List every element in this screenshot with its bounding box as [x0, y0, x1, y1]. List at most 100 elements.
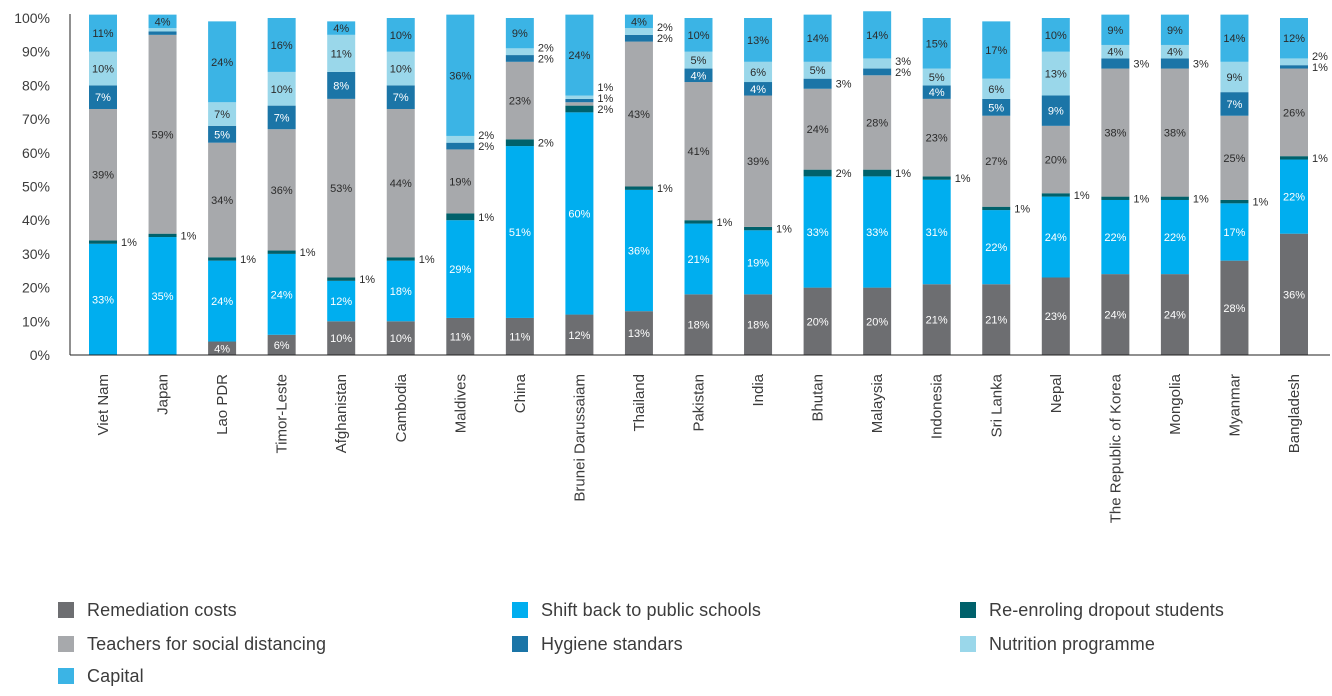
legend-label: Remediation costs [87, 599, 237, 620]
data-label: 3% [836, 79, 852, 91]
data-label: 5% [214, 129, 230, 141]
data-label: 1% [955, 173, 971, 185]
bar-segment-capital [446, 14, 475, 136]
data-label: 20% [866, 316, 888, 328]
legend-item-nutrition-programme: Nutrition programme [960, 630, 1155, 658]
bar-segment-nutrition-programme [327, 34, 356, 72]
bar-segment-shift-back-to-public-schools [446, 220, 475, 318]
data-label: 6% [988, 84, 1004, 96]
bar-segment-remediation-costs [1041, 277, 1070, 355]
legend-label: Shift back to public schools [541, 599, 761, 620]
data-label: 24% [807, 124, 829, 136]
bar-segment-nutrition-programme [1101, 44, 1130, 59]
bar-segment-shift-back-to-public-schools [803, 176, 832, 288]
bar-segment-capital [1160, 14, 1189, 45]
bar-segment-re-enroling-dropout-students [982, 206, 1011, 211]
bar-segment-teachers-for-social-distancing [446, 149, 475, 214]
data-label: 21% [687, 254, 709, 266]
data-label: 21% [985, 315, 1007, 327]
data-label: 9% [1107, 25, 1123, 37]
data-label: 4% [691, 70, 707, 82]
y-tick-label: 80% [22, 77, 50, 93]
data-label: 38% [1164, 128, 1186, 140]
bar-segment-capital [803, 14, 832, 62]
bar-segment-remediation-costs [684, 294, 713, 355]
x-tick-label: Japan [155, 374, 172, 415]
x-tick-label: Afghanistan [333, 374, 350, 453]
data-label: 7% [393, 92, 409, 104]
bar-segment-hygiene-standars [1160, 58, 1189, 69]
x-tick-label: Myanmar [1226, 374, 1243, 437]
bar-segment-teachers-for-social-distancing [922, 98, 951, 177]
bar-segment-teachers-for-social-distancing [1041, 125, 1070, 194]
data-label: 8% [333, 80, 349, 92]
data-label: 10% [390, 333, 412, 345]
data-label: 12% [568, 330, 590, 342]
data-label: 1% [478, 212, 494, 224]
y-tick-label: 70% [22, 111, 50, 127]
bar-segment-re-enroling-dropout-students [1280, 156, 1308, 160]
x-tick-label: Maldives [452, 374, 469, 433]
data-label: 24% [1104, 310, 1126, 322]
x-tick-label: Cambodia [393, 373, 410, 442]
data-label: 4% [929, 87, 945, 99]
data-label: 19% [449, 176, 471, 188]
bar-segment-nutrition-programme [863, 58, 892, 69]
data-label: 7% [1226, 99, 1242, 111]
data-label: 4% [1107, 47, 1123, 59]
data-label: 21% [926, 315, 948, 327]
bar-segment-hygiene-standars [922, 85, 951, 99]
stacked-bar-chart: 0% 10% 20% 30% 40% 50% 60% 70% 80% 90% 100% 33% 39%… [14, 10, 1330, 523]
legend-swatch [512, 602, 528, 618]
data-label: 44% [390, 178, 412, 190]
y-tick-label: 0% [30, 347, 50, 363]
data-label: 3% [1133, 58, 1149, 70]
data-label: 4% [214, 343, 230, 355]
data-label: 1% [181, 230, 197, 242]
x-tick-label: Viet Nam [95, 374, 112, 435]
bar-segment-teachers-for-social-distancing [1101, 68, 1130, 197]
bar-segment-shift-back-to-public-schools [684, 223, 713, 295]
bar-segment-remediation-costs [446, 317, 475, 355]
legend-swatch [58, 636, 74, 652]
x-tick-label: Sri Lanka [988, 373, 1005, 437]
data-label: 4% [1167, 47, 1183, 59]
data-label: 1% [597, 82, 613, 94]
bar-segment-capital [684, 18, 713, 52]
x-tick-label: Indonesia [929, 373, 946, 439]
legend-label: Nutrition programme [989, 633, 1155, 654]
data-label: 24% [211, 296, 233, 308]
data-label: 17% [1223, 227, 1245, 239]
bar-segment-remediation-costs [744, 294, 773, 355]
x-tick-label: Malaysia [869, 373, 886, 433]
legend-item-hygiene-standars: Hygiene standars [512, 630, 683, 658]
bar-segment-shift-back-to-public-schools [1280, 159, 1308, 234]
bar-segment-re-enroling-dropout-students [803, 169, 832, 177]
bar-segment-capital [863, 11, 892, 59]
data-label: 10% [390, 64, 412, 76]
bar-segment-capital [624, 14, 653, 29]
bar-segment-teachers-for-social-distancing [505, 61, 534, 140]
bar-segment-hygiene-standars [684, 68, 713, 83]
data-label: 2% [538, 53, 554, 65]
x-tick-label: Mongolia [1167, 373, 1184, 435]
data-label: 13% [628, 328, 650, 340]
data-label: 24% [1045, 232, 1067, 244]
legend-item-remediation-costs: Remediation costs [58, 596, 237, 624]
data-label: 1% [1133, 193, 1149, 205]
legend-item-teachers-for-social-distancing: Teachers for social distancing [58, 630, 326, 658]
data-label: 1% [895, 168, 911, 180]
bar-segment-nutrition-programme [89, 51, 117, 86]
data-label: 20% [1045, 155, 1067, 167]
legend-label: Capital [87, 665, 144, 686]
data-label: 33% [866, 227, 888, 239]
data-label: 18% [747, 320, 769, 332]
legend-swatch [58, 602, 74, 618]
bar-segment-hygiene-standars [89, 85, 117, 109]
bar-segment-shift-back-to-public-schools [624, 189, 653, 312]
data-label: 9% [1226, 72, 1242, 84]
bar-segment-shift-back-to-public-schools [922, 179, 951, 285]
bar-segment-nutrition-programme [624, 28, 653, 35]
data-label: 4% [333, 23, 349, 35]
data-label: 35% [152, 291, 174, 303]
